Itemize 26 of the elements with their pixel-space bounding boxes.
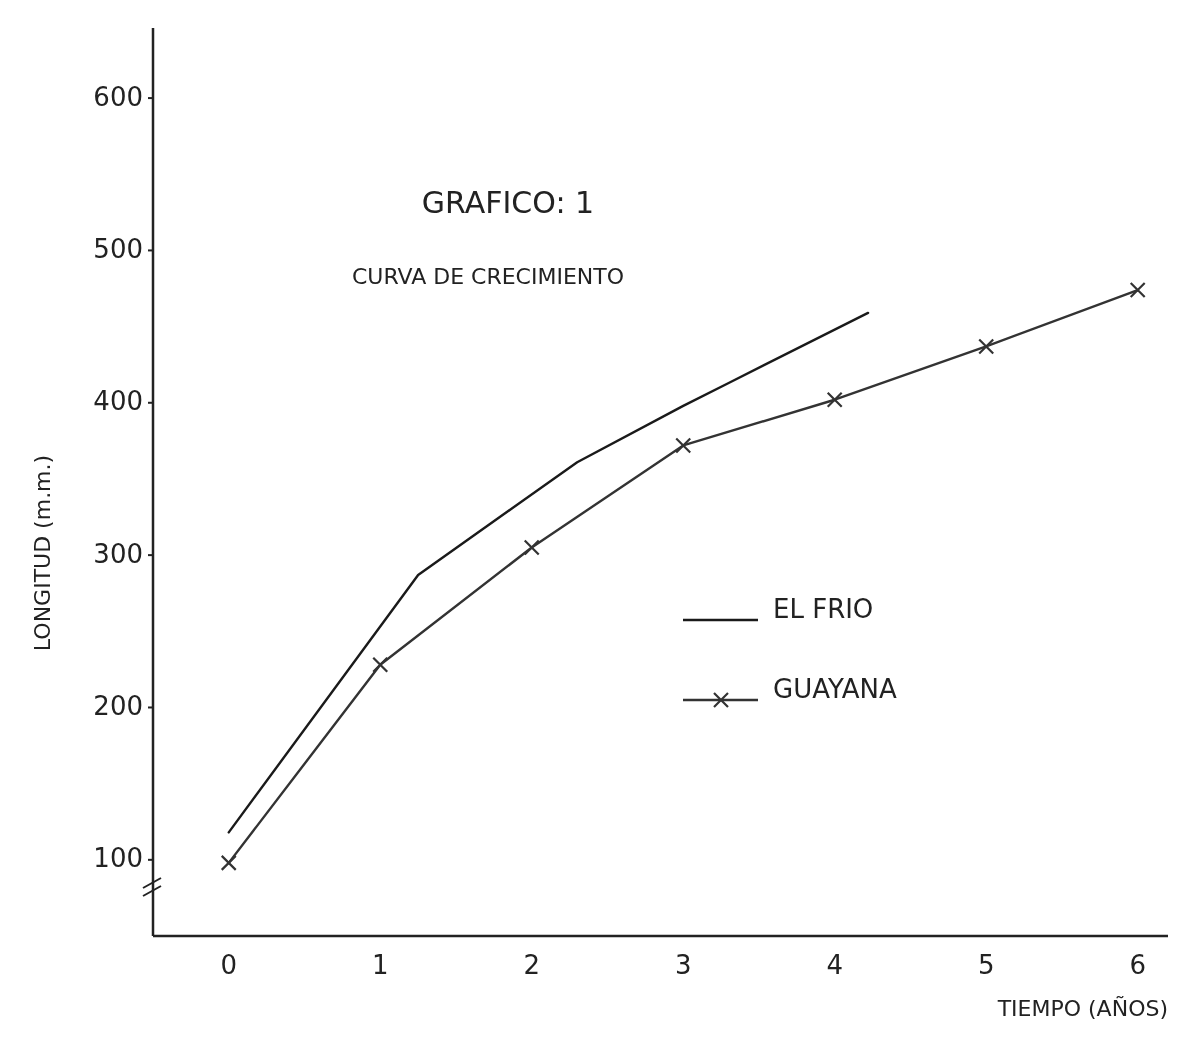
y-tick-label: 300 — [93, 538, 143, 569]
point — [523, 539, 540, 556]
point — [1129, 281, 1146, 299]
point — [220, 854, 237, 871]
y-tick-label: 100 — [93, 843, 143, 874]
text: CURVA DE CRECIMIENTO — [351, 264, 625, 289]
legend-label: EL FRIO — [773, 594, 874, 624]
text: GRAFICO: 1 — [421, 185, 595, 220]
x-axis-title: TIEMPO (AÑOS) — [996, 995, 1168, 1021]
point — [675, 437, 692, 454]
point — [826, 391, 843, 408]
y-tick-label: 600 — [93, 81, 143, 112]
x-tick-label: 6 — [1129, 950, 1146, 980]
x-tick-label: 0 — [220, 950, 238, 980]
y-tick-label: 200 — [93, 690, 143, 721]
y-tick-label: 500 — [93, 233, 143, 264]
y-axis-title: LONGITUD (m.m.) — [30, 454, 55, 652]
x-tick-label: 2 — [523, 950, 540, 980]
point — [372, 656, 389, 673]
x-tick-label: 3 — [674, 950, 692, 980]
x-tick-label: 5 — [977, 950, 995, 980]
x-tick-label: 1 — [371, 950, 389, 980]
y-tick-label: 400 — [93, 386, 143, 417]
legend-label: GUAYANA — [773, 674, 898, 704]
x-tick-label: 4 — [826, 950, 843, 980]
point — [978, 338, 995, 355]
